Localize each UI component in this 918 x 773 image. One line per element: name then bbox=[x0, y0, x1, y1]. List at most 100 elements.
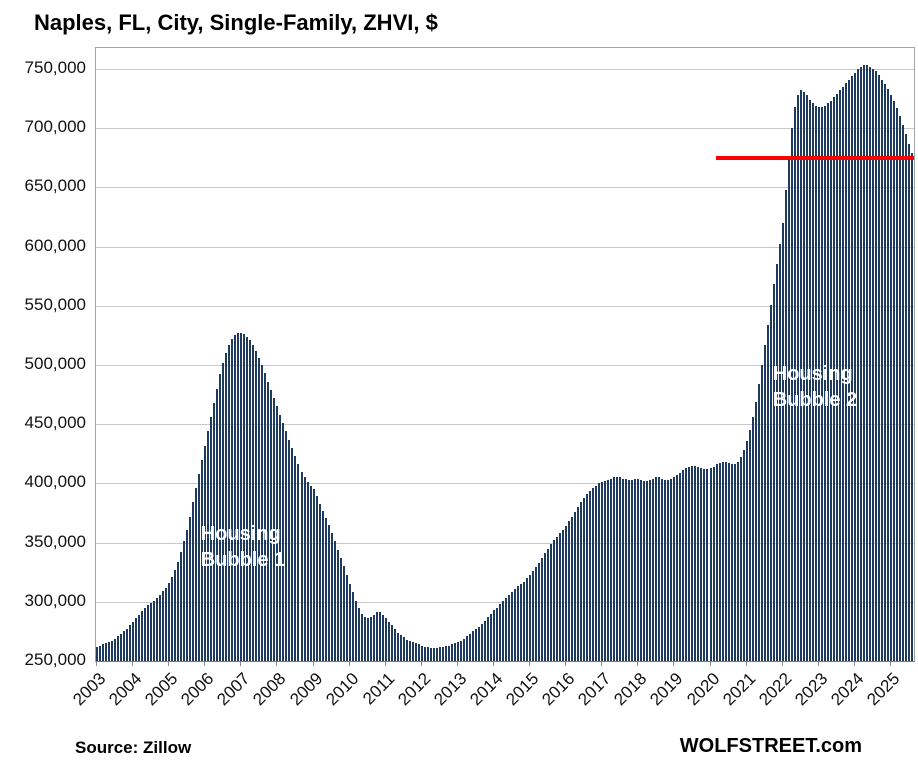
bar bbox=[553, 540, 556, 661]
bar bbox=[874, 71, 877, 661]
gridline bbox=[96, 424, 914, 426]
x-tick-mark bbox=[276, 662, 278, 666]
bar bbox=[640, 479, 643, 661]
x-axis-label-text: 2011 bbox=[358, 669, 399, 709]
bar bbox=[396, 632, 399, 661]
bar bbox=[432, 647, 435, 661]
gridline bbox=[96, 187, 914, 189]
bar bbox=[327, 524, 330, 661]
bar bbox=[366, 618, 369, 661]
x-axis-label-text: 2009 bbox=[285, 669, 326, 710]
bar bbox=[204, 445, 207, 661]
source-label: Source: Zillow bbox=[75, 738, 192, 757]
bar bbox=[309, 485, 312, 661]
x-tick-mark bbox=[132, 662, 134, 666]
bar bbox=[532, 571, 535, 661]
bar bbox=[784, 189, 787, 661]
bar bbox=[324, 517, 327, 661]
bar bbox=[541, 557, 544, 661]
x-axis-label-text: 2023 bbox=[791, 669, 832, 710]
bar bbox=[276, 406, 279, 661]
bar bbox=[165, 587, 168, 661]
x-axis-label-text: 2008 bbox=[249, 669, 290, 710]
bar bbox=[498, 604, 501, 661]
bar bbox=[372, 614, 375, 661]
bar bbox=[333, 541, 336, 661]
bar bbox=[354, 600, 357, 661]
bar bbox=[402, 637, 405, 661]
bar bbox=[601, 482, 604, 661]
bar bbox=[171, 576, 174, 661]
bar bbox=[222, 362, 225, 661]
bar bbox=[453, 643, 456, 661]
x-tick-mark bbox=[673, 662, 675, 666]
y-axis-label: 750,000 bbox=[24, 58, 86, 77]
bar bbox=[619, 477, 622, 661]
bar bbox=[444, 645, 447, 661]
bar bbox=[156, 598, 159, 661]
x-tick-mark bbox=[529, 662, 531, 666]
bar bbox=[571, 516, 574, 661]
bar bbox=[613, 477, 616, 661]
x-axis-label-text: 2010 bbox=[321, 669, 363, 710]
bar bbox=[898, 116, 901, 661]
bar bbox=[408, 640, 411, 661]
x-tick-mark bbox=[817, 662, 819, 666]
bar bbox=[910, 153, 913, 661]
bar bbox=[183, 541, 186, 661]
bar bbox=[468, 633, 471, 661]
bar bbox=[117, 636, 120, 661]
gridline bbox=[96, 246, 914, 248]
bar bbox=[697, 466, 700, 661]
gridline bbox=[96, 365, 914, 366]
bar bbox=[811, 103, 814, 661]
bar bbox=[736, 462, 739, 661]
bar bbox=[426, 646, 429, 661]
bar bbox=[144, 607, 147, 661]
bar bbox=[312, 489, 315, 661]
bar bbox=[345, 574, 348, 661]
annotation-housing-bubble-1: Housing Bubble 1 bbox=[201, 521, 285, 573]
bar bbox=[483, 620, 486, 661]
bar bbox=[393, 629, 396, 661]
x-tick-mark bbox=[312, 662, 314, 666]
bar bbox=[559, 533, 562, 661]
bar bbox=[456, 642, 459, 661]
bar bbox=[604, 481, 607, 661]
bar bbox=[249, 340, 252, 661]
red-reference-line bbox=[715, 155, 914, 160]
bar bbox=[261, 365, 264, 661]
bar bbox=[195, 488, 198, 661]
bar bbox=[622, 478, 625, 661]
x-tick-mark bbox=[853, 662, 855, 666]
bar bbox=[159, 594, 162, 661]
bar bbox=[760, 365, 763, 661]
bar bbox=[892, 100, 895, 661]
bar bbox=[901, 124, 904, 661]
bar bbox=[105, 643, 108, 661]
bar bbox=[550, 543, 553, 661]
bar bbox=[829, 100, 832, 661]
bar bbox=[748, 430, 751, 661]
bar bbox=[441, 646, 444, 661]
bar bbox=[375, 612, 378, 661]
bar bbox=[423, 646, 426, 661]
x-axis-label-text: 2025 bbox=[863, 669, 904, 710]
bar bbox=[189, 516, 192, 661]
x-tick-mark bbox=[889, 662, 891, 666]
bar bbox=[565, 526, 568, 661]
y-axis-label: 300,000 bbox=[24, 590, 86, 610]
x-tick-mark bbox=[96, 662, 97, 666]
bar bbox=[817, 106, 820, 661]
bar bbox=[538, 562, 541, 661]
bar bbox=[486, 617, 489, 661]
bar bbox=[871, 69, 874, 661]
x-axis-label-text: 2005 bbox=[141, 669, 182, 710]
bar bbox=[589, 490, 592, 661]
x-axis-label-text: 2004 bbox=[105, 669, 146, 710]
bar bbox=[757, 383, 760, 661]
bar bbox=[135, 618, 138, 661]
bar bbox=[162, 591, 165, 661]
y-axis-label: 350,000 bbox=[24, 531, 86, 551]
bar bbox=[886, 89, 889, 661]
